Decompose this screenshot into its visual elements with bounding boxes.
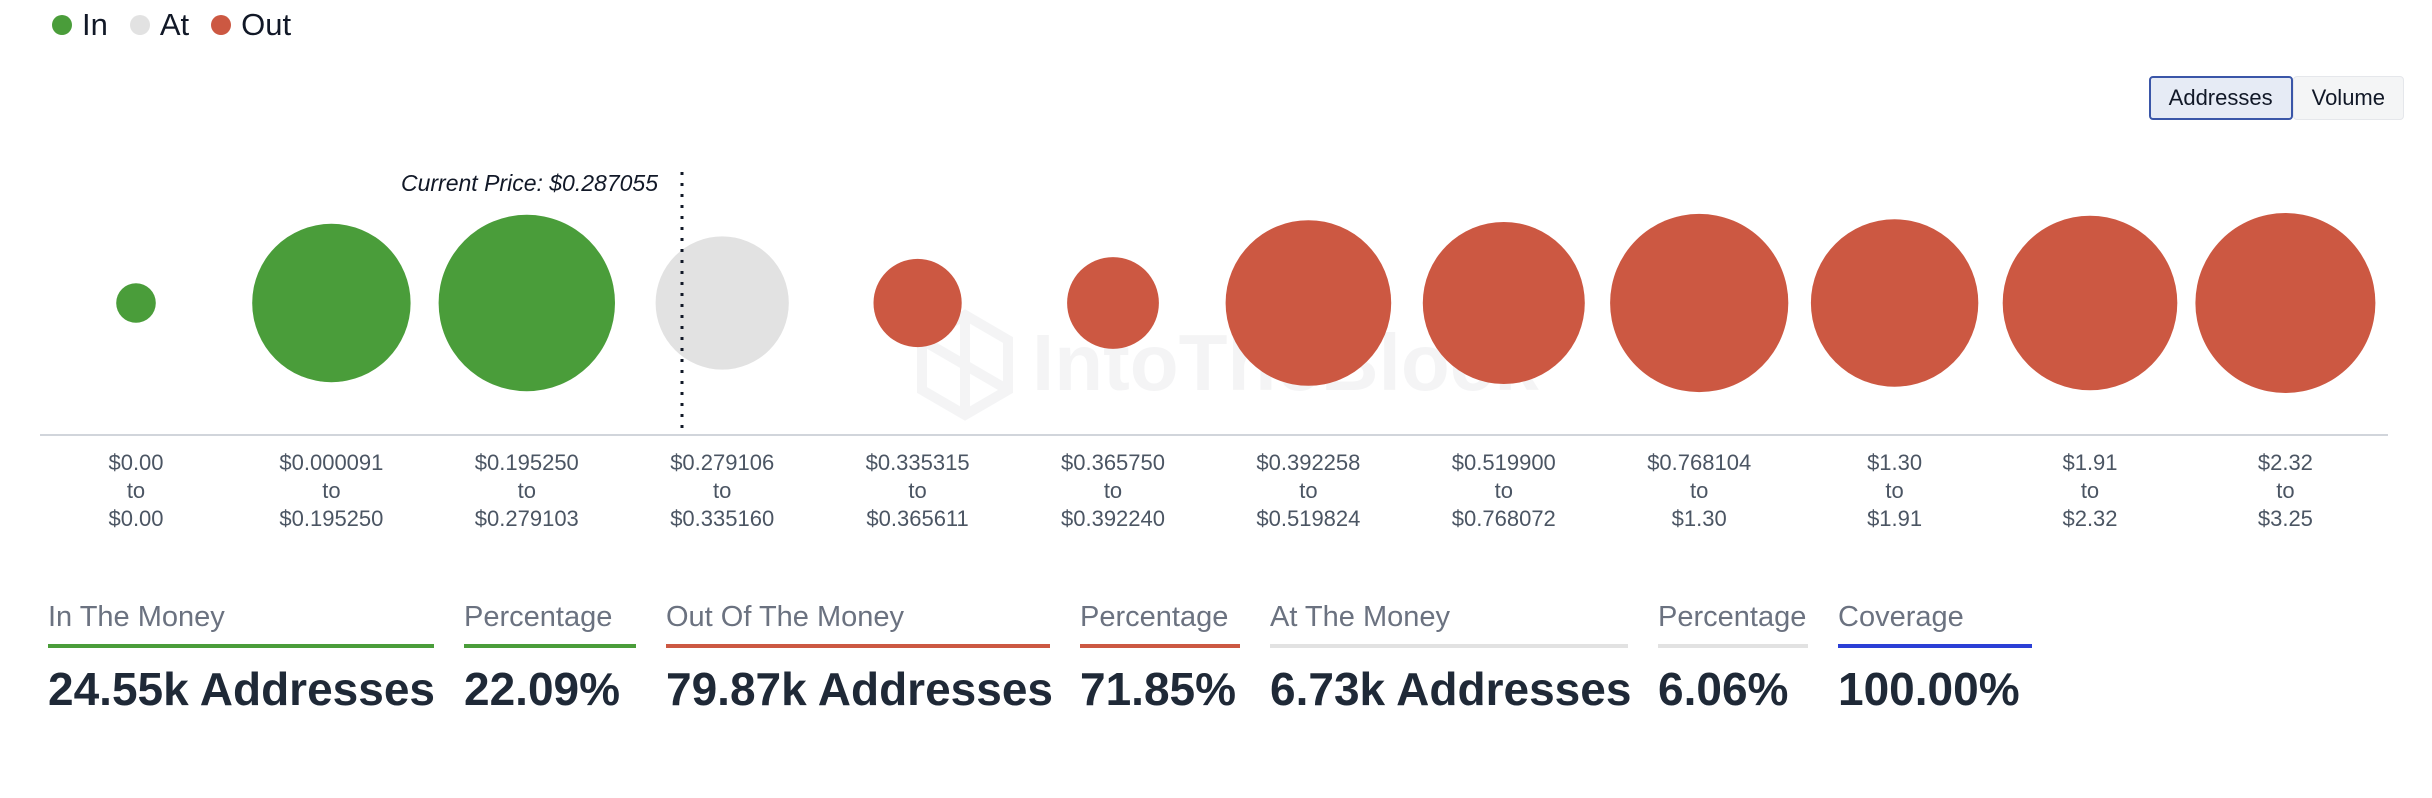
metric-toggle: Addresses Volume bbox=[2148, 76, 2404, 120]
x-tick-label-9-to: $1.91 bbox=[1867, 506, 1922, 531]
stat-bar-in-percentage bbox=[464, 644, 636, 648]
stat-label-out-percentage: Percentage bbox=[1080, 601, 1229, 633]
stat-bar-coverage bbox=[1838, 644, 2032, 648]
stat-in-the-money: In The Money 24.55k Addresses bbox=[48, 596, 436, 716]
bubble-in-1[interactable] bbox=[252, 223, 411, 383]
x-tick-labels: $0.00 to $0.00 $0.000091 to $0.195250 $0.19525… bbox=[108, 450, 2312, 531]
stat-bar-at bbox=[1270, 644, 1628, 648]
stat-bar-out-percentage bbox=[1080, 644, 1240, 648]
stat-bar-at-percentage bbox=[1658, 644, 1808, 648]
x-tick-label-1-to-word: to bbox=[322, 478, 340, 503]
x-tick-label-11-from: $2.32 bbox=[2258, 450, 2313, 475]
bubble-out-8[interactable] bbox=[1610, 213, 1789, 393]
bubble-out-6[interactable] bbox=[1225, 220, 1392, 386]
stat-in-percentage: Percentage 22.09% bbox=[464, 596, 636, 716]
stat-label-coverage: Coverage bbox=[1838, 601, 1964, 633]
x-tick-label-8-to-word: to bbox=[1690, 478, 1708, 503]
legend-label-out: Out bbox=[241, 7, 292, 42]
stat-value-at-percentage: 6.06% bbox=[1658, 663, 1789, 715]
x-tick-label-6-from: $0.392258 bbox=[1256, 450, 1360, 475]
bubble-out-9[interactable] bbox=[1810, 219, 1979, 387]
stat-value-at-the-money: 6.73k Addresses bbox=[1270, 663, 1632, 715]
stat-label-out-of-the-money: Out Of The Money bbox=[666, 601, 905, 633]
bubble-out-11[interactable] bbox=[2195, 213, 2376, 393]
x-tick-label-6-to: $0.519824 bbox=[1256, 506, 1360, 531]
stat-coverage: Coverage 100.00% bbox=[1838, 596, 2032, 716]
x-tick-label-7-from: $0.519900 bbox=[1452, 450, 1556, 475]
bubble-at-3[interactable] bbox=[655, 236, 789, 370]
legend-item-in[interactable]: In bbox=[52, 7, 108, 43]
bubble-out-5[interactable] bbox=[1067, 257, 1159, 349]
x-tick-label-4-to: $0.365611 bbox=[866, 506, 968, 531]
addresses-button[interactable]: Addresses bbox=[2148, 76, 2293, 120]
legend-dot-at bbox=[129, 15, 150, 35]
x-tick-label-0-to: $0.00 bbox=[108, 506, 163, 531]
x-tick-label-8-to: $1.30 bbox=[1672, 506, 1727, 531]
x-tick-label-2-to-word: to bbox=[518, 478, 536, 503]
x-tick-label-10-to-word: to bbox=[2081, 478, 2099, 503]
stat-at-percentage: Percentage 6.06% bbox=[1658, 596, 1808, 716]
x-tick-label-4-from: $0.335315 bbox=[866, 450, 970, 475]
stat-out-percentage: Percentage 71.85% bbox=[1080, 596, 1240, 716]
x-tick-label-11-to-word: to bbox=[2276, 478, 2294, 503]
x-tick-label-7-to: $0.768072 bbox=[1452, 506, 1556, 531]
stat-out-of-the-money: Out Of The Money 79.87k Addresses bbox=[666, 596, 1054, 716]
x-tick-label-6-to-word: to bbox=[1299, 478, 1317, 503]
stat-at-the-money: At The Money 6.73k Addresses bbox=[1270, 596, 1632, 716]
x-tick-label-2-from: $0.195250 bbox=[475, 450, 579, 475]
x-tick-label-0-from: $0.00 bbox=[108, 450, 163, 475]
stat-value-in-the-money: 24.55k Addresses bbox=[48, 663, 436, 715]
x-tick-label-10-to: $2.32 bbox=[2062, 506, 2117, 531]
legend-dot-out bbox=[211, 15, 232, 35]
x-tick-label-3-to-word: to bbox=[713, 478, 731, 503]
x-tick-label-3-from: $0.279106 bbox=[670, 450, 774, 475]
stat-label-in-percentage: Percentage bbox=[464, 601, 613, 633]
x-tick-label-11-to: $3.25 bbox=[2258, 506, 2313, 531]
x-tick-label-1-from: $0.000091 bbox=[279, 450, 383, 475]
legend-label-in: In bbox=[82, 7, 108, 42]
bubble-in-0[interactable] bbox=[116, 283, 156, 323]
bubble-chart: IntoTheBlock Current Price: $0.287055 $0… bbox=[40, 170, 2388, 531]
x-tick-label-8-from: $0.768104 bbox=[1647, 450, 1751, 475]
current-price-label: Current Price: $0.287055 bbox=[401, 170, 658, 196]
stat-value-out-percentage: 71.85% bbox=[1080, 663, 1237, 715]
x-tick-label-7-to-word: to bbox=[1495, 478, 1513, 503]
volume-button[interactable]: Volume bbox=[2292, 76, 2404, 120]
x-tick-label-3-to: $0.335160 bbox=[670, 506, 774, 531]
stats-row: In The Money 24.55k Addresses Percentage… bbox=[0, 596, 2432, 736]
x-tick-label-9-from: $1.30 bbox=[1867, 450, 1922, 475]
stat-label-at-percentage: Percentage bbox=[1658, 601, 1807, 633]
x-tick-label-10-from: $1.91 bbox=[2062, 450, 2117, 475]
bubble-out-10[interactable] bbox=[2002, 215, 2178, 391]
bubbles-group bbox=[116, 213, 2376, 393]
bubble-in-2[interactable] bbox=[438, 214, 615, 392]
stat-label-at-the-money: At The Money bbox=[1270, 601, 1451, 633]
bubble-out-4[interactable] bbox=[873, 258, 962, 348]
stat-value-out-of-the-money: 79.87k Addresses bbox=[666, 663, 1054, 715]
bubble-out-7[interactable] bbox=[1422, 222, 1585, 384]
legend-item-at[interactable]: At bbox=[129, 7, 190, 43]
stat-label-in-the-money: In The Money bbox=[48, 601, 225, 633]
x-tick-label-4-to-word: to bbox=[908, 478, 926, 503]
stat-bar-out bbox=[666, 644, 1050, 648]
x-tick-label-0-to-word: to bbox=[127, 478, 145, 503]
chart-legend: In At Out bbox=[52, 4, 313, 46]
x-tick-label-9-to-word: to bbox=[1885, 478, 1903, 503]
x-tick-label-1-to: $0.195250 bbox=[279, 506, 383, 531]
legend-dot-in bbox=[52, 15, 72, 35]
stat-value-in-percentage: 22.09% bbox=[464, 663, 621, 715]
x-tick-label-5-to-word: to bbox=[1104, 478, 1122, 503]
x-tick-label-2-to: $0.279103 bbox=[475, 506, 579, 531]
stat-bar-in bbox=[48, 644, 434, 648]
x-tick-label-5-to: $0.392240 bbox=[1061, 506, 1165, 531]
x-tick-label-5-from: $0.365750 bbox=[1061, 450, 1165, 475]
stat-value-coverage: 100.00% bbox=[1838, 663, 2020, 715]
legend-item-out[interactable]: Out bbox=[211, 7, 291, 43]
legend-label-at: At bbox=[159, 7, 190, 42]
